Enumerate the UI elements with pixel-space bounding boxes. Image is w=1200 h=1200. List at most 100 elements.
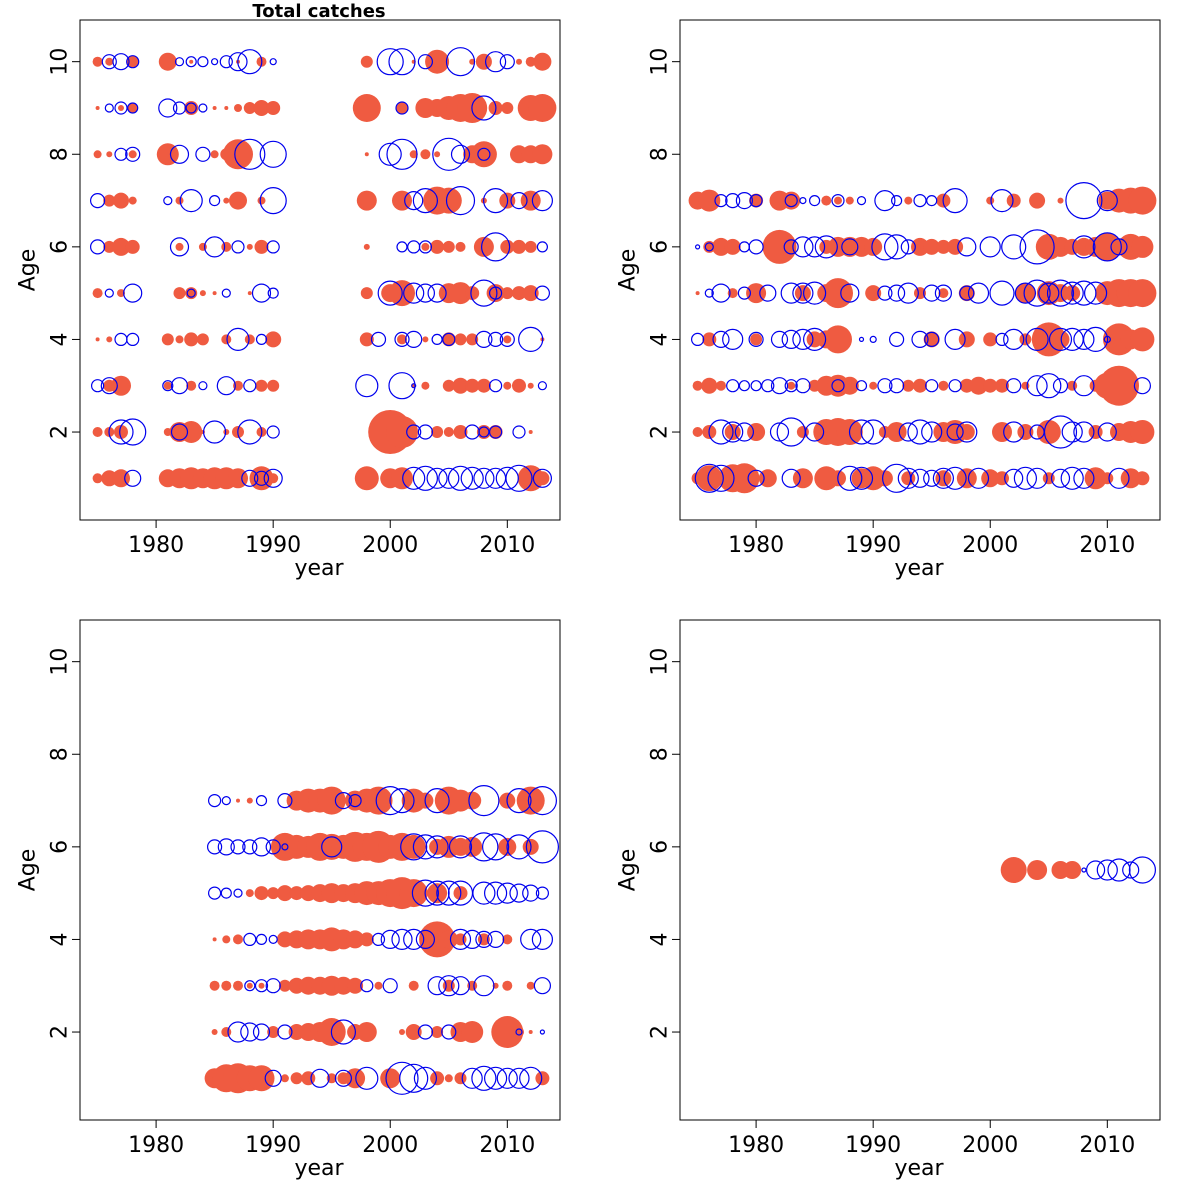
bubble-positive — [180, 421, 203, 443]
bubble-negative — [163, 196, 173, 206]
bubble-positive — [431, 426, 444, 438]
bubble-positive — [533, 52, 552, 71]
bubble-positive — [184, 332, 199, 347]
bubble-negative — [104, 288, 114, 298]
bubble-positive — [356, 190, 377, 211]
bubble-negative — [942, 188, 968, 214]
bubble-negative — [907, 419, 933, 445]
bubble-negative — [934, 284, 953, 302]
bubble-negative — [227, 1021, 249, 1043]
bubble-positive — [1027, 860, 1048, 880]
bubble-negative — [243, 932, 257, 947]
bubble-positive — [360, 55, 373, 68]
bubble-negative — [1023, 279, 1051, 307]
bubble-positive — [280, 1074, 289, 1083]
bubble-negative — [913, 194, 927, 208]
bubble-negative — [427, 283, 447, 303]
bubble-positive — [904, 196, 913, 205]
y-axis-label: Age — [616, 249, 641, 292]
bubble-negative — [804, 422, 825, 442]
bubble-positive — [223, 197, 230, 204]
bubble-negative — [1014, 282, 1037, 304]
bubble-positive — [787, 381, 796, 390]
bubble-positive — [200, 430, 205, 434]
bubble-negative — [1043, 415, 1078, 449]
bubble-negative — [1065, 182, 1103, 220]
bubble-negative — [370, 331, 387, 347]
bubble-negative — [910, 468, 930, 488]
y-tick-label: 8 — [648, 747, 673, 761]
bubble-negative — [473, 467, 495, 489]
bubble-positive — [189, 59, 194, 64]
bubble-positive — [902, 379, 915, 392]
bubble-negative — [848, 419, 875, 445]
bubble-positive — [92, 56, 103, 67]
bubble-positive — [1019, 333, 1032, 346]
bubble-negative — [220, 887, 232, 899]
bubble-positive — [992, 422, 1012, 442]
y-tick-label: 8 — [648, 147, 673, 161]
bubble-positive — [876, 470, 893, 487]
bubble-positive — [958, 424, 975, 440]
bubble-positive — [442, 240, 455, 253]
bubble-negative — [489, 425, 503, 439]
bubble-negative — [431, 333, 443, 345]
plot-frame — [79, 619, 561, 1121]
bubble-negative — [417, 424, 433, 440]
bubble-negative — [1133, 377, 1152, 395]
bubble-negative — [460, 466, 484, 490]
bubble-positive — [93, 150, 102, 159]
bubble-positive — [814, 466, 839, 491]
bubble-negative — [738, 241, 751, 253]
bubble-negative — [707, 464, 735, 492]
bubble-positive — [465, 286, 480, 301]
bubble-negative — [399, 1063, 429, 1093]
bubble-negative — [898, 422, 918, 442]
x-tick-label: 2010 — [1079, 533, 1135, 558]
bubble-positive — [466, 333, 479, 346]
bubble-positive — [175, 335, 184, 344]
bubble-negative — [487, 930, 505, 949]
bubble-positive — [224, 106, 229, 110]
bubble-negative — [959, 285, 975, 301]
bubble-positive — [1021, 381, 1030, 390]
bubble-positive — [364, 786, 393, 815]
bubble-positive — [491, 1016, 524, 1048]
bubble-positive — [421, 381, 430, 390]
bubble-positive — [823, 278, 853, 309]
bubble-negative — [244, 980, 256, 992]
bubble-negative — [748, 239, 764, 255]
bubble-negative — [388, 372, 416, 400]
bubble-negative — [321, 836, 343, 858]
bubble-positive — [470, 141, 497, 168]
y-tick-label: 4 — [648, 932, 673, 946]
bubble-positive — [792, 468, 813, 489]
bubble-positive — [420, 149, 431, 160]
bubble-positive — [535, 471, 550, 486]
bubble-negative — [470, 279, 498, 307]
bubble-positive — [222, 935, 231, 944]
bubble-negative — [254, 979, 269, 993]
bubble-negative — [380, 929, 400, 950]
bubble-negative — [535, 886, 550, 900]
bubble-negative — [792, 236, 814, 258]
bubble-positive — [462, 836, 483, 857]
bubble-negative — [126, 55, 140, 69]
bubble-positive — [1015, 283, 1036, 304]
bubble-negative — [101, 54, 117, 70]
bubble-negative — [837, 465, 863, 491]
bubble-positive — [125, 239, 140, 254]
bubble-negative — [1073, 328, 1095, 350]
bubble-negative — [241, 469, 259, 487]
bubble-negative — [849, 466, 874, 490]
bubble-negative — [1103, 335, 1111, 343]
bubble-positive — [442, 379, 455, 392]
bubble-positive — [246, 243, 253, 250]
bubble-negative — [1096, 190, 1118, 212]
bubble-positive — [245, 889, 254, 898]
bubble-negative — [415, 283, 435, 303]
bubble-negative — [450, 976, 471, 996]
x-tick-label: 1980 — [128, 533, 184, 558]
bubble-negative — [887, 284, 906, 302]
bubble-positive — [221, 980, 232, 991]
